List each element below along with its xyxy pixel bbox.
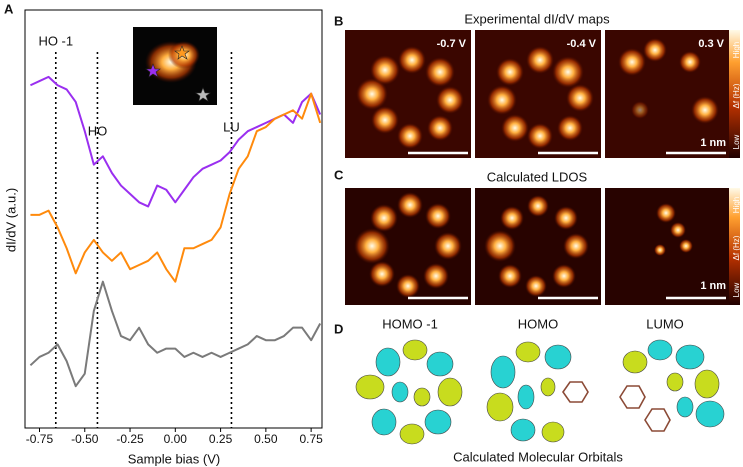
panel-letter: B (334, 13, 343, 28)
panel-letter: A (4, 1, 14, 16)
stm-maps (345, 30, 740, 158)
ldos-maps (345, 188, 740, 305)
colorbar-unit: Δf (Hz) (732, 235, 741, 260)
panel-letter: D (334, 321, 343, 336)
bias-label: 0.3 V (698, 38, 724, 50)
scale-label: 1 nm (700, 137, 726, 149)
colorbar-low: Low (732, 282, 741, 297)
marker-label: LU (223, 119, 240, 134)
x-tick-label: -0.25 (116, 432, 144, 446)
y-axis-label: dI/dV (a.u.) (3, 188, 18, 252)
marker-label: HO (88, 123, 108, 138)
panel-title: Experimental dI/dV maps (464, 11, 610, 26)
series-line (30, 282, 320, 387)
x-tick-label: -0.50 (71, 432, 99, 446)
inset-image (133, 27, 217, 105)
colorbar-high: High (732, 42, 741, 58)
x-tick-label: -0.75 (26, 432, 54, 446)
orbital-label: HOMO -1 (382, 316, 438, 331)
x-tick-label: 0.25 (209, 432, 233, 446)
marker-label: HO -1 (38, 33, 73, 48)
x-tick-label: 0.75 (299, 432, 323, 446)
orbitals (356, 340, 724, 444)
colorbar-high: High (732, 197, 741, 213)
bias-label: -0.7 V (437, 38, 467, 50)
series-line (30, 94, 320, 282)
panel-caption: Calculated Molecular Orbitals (453, 449, 623, 464)
colorbar-unit: Δf (Hz) (732, 83, 741, 108)
panel-letter: C (334, 167, 344, 182)
page: {"chart_data": {"type": "line", "xlabel"… (0, 0, 743, 467)
colorbar-low: Low (732, 134, 741, 149)
orbital-label: LUMO (646, 316, 684, 331)
bias-label: -0.4 V (567, 38, 597, 50)
x-tick-label: 0.00 (164, 432, 188, 446)
figure: A dI/dV (a.u.) Sample bias (V) -0.75 -0.5… (0, 0, 743, 467)
orbital-label: HOMO (518, 316, 558, 331)
panel-title: Calculated LDOS (487, 169, 588, 184)
x-tick-label: 0.50 (254, 432, 278, 446)
scale-label: 1 nm (700, 280, 726, 292)
x-axis-label: Sample bias (V) (128, 451, 220, 466)
